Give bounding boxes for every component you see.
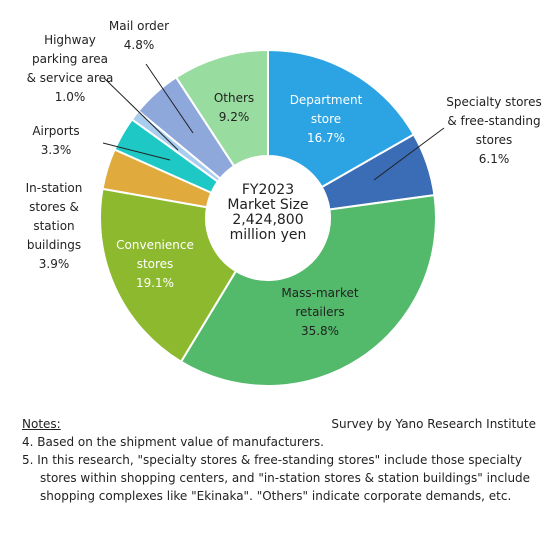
center-label: FY2023 Market Size 2,424,800 million yen bbox=[227, 182, 308, 243]
slice-label: Airports 3.3% bbox=[32, 124, 79, 157]
slice-label: Mass-market retailers 35.8% bbox=[281, 286, 358, 338]
leader-line bbox=[373, 127, 445, 181]
pie-slice bbox=[99, 187, 238, 364]
source-credit: Survey by Yano Research Institute bbox=[331, 417, 536, 431]
pie-slice bbox=[179, 193, 437, 387]
pie-slice bbox=[174, 48, 269, 168]
notes-title: Notes: bbox=[22, 417, 61, 431]
notes-section: Notes: Survey by Yano Research Institute… bbox=[22, 415, 542, 505]
slice-label: In-station stores & station buildings 3.9% bbox=[26, 181, 83, 271]
slice-label: Mail order 4.8% bbox=[109, 19, 169, 52]
leader-line bbox=[103, 77, 179, 151]
leader-line bbox=[145, 63, 194, 134]
slice-label: Department store 16.7% bbox=[290, 93, 363, 145]
note-item: 5. In this research, "specialty stores &… bbox=[22, 453, 531, 503]
slice-label: Specialty stores & free-standing stores 6.1… bbox=[446, 95, 541, 166]
slice-label: Highway parking area & service area 1.0% bbox=[27, 33, 114, 104]
leader-line bbox=[102, 142, 171, 161]
pie-slice bbox=[267, 48, 416, 189]
slice-label: Convenience stores 19.1% bbox=[116, 238, 194, 290]
donut-chart: Department store 16.7% Specialty stores & fr… bbox=[26, 19, 542, 387]
note-item: 4. Based on the shipment value of manufa… bbox=[22, 435, 324, 449]
slice-label: Others 9.2% bbox=[214, 91, 254, 124]
